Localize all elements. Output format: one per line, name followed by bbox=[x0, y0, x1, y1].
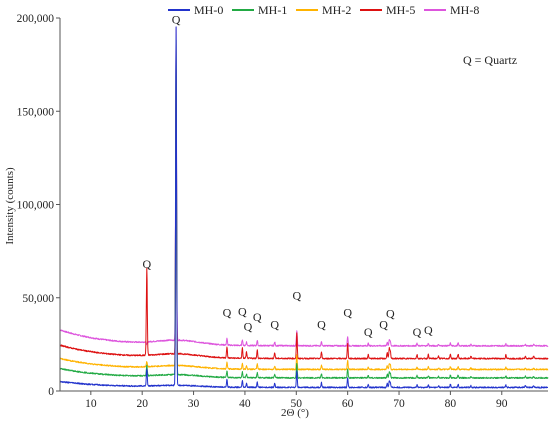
legend-label: MH-5 bbox=[386, 3, 415, 17]
peak-label-q: Q bbox=[424, 323, 433, 337]
series-line-mh-8 bbox=[59, 26, 549, 347]
legend-label: MH-0 bbox=[194, 3, 223, 17]
x-tick-label: 20 bbox=[136, 398, 148, 410]
peak-label-q: Q bbox=[238, 304, 247, 318]
y-tick-label: 200,000 bbox=[17, 13, 55, 25]
peak-label-q: Q bbox=[379, 318, 388, 332]
y-tick-label: 100,000 bbox=[17, 200, 55, 212]
x-tick-label: 30 bbox=[188, 398, 200, 410]
y-tick-label: 150,000 bbox=[17, 106, 55, 118]
series-line-mh-2 bbox=[59, 148, 549, 371]
peak-label-q: Q bbox=[270, 318, 279, 332]
legend-item-mh-8: MH-8 bbox=[424, 3, 479, 17]
x-tick-label: 70 bbox=[393, 398, 405, 410]
legend: MH-0 MH-1 MH-2 MH-5 MH-8 bbox=[168, 3, 479, 17]
legend-item-mh-5: MH-5 bbox=[360, 3, 415, 17]
y-axis-title: Intensity (counts) bbox=[4, 167, 16, 245]
x-tick-label: 50 bbox=[291, 398, 303, 410]
peak-label-q: Q bbox=[253, 310, 262, 324]
y-tick-label: 0 bbox=[48, 386, 54, 398]
peak-label-q: Q bbox=[172, 13, 181, 27]
x-tick-label: 10 bbox=[85, 398, 97, 410]
peak-label-q: Q bbox=[413, 325, 422, 339]
peak-label-q: Q bbox=[292, 289, 301, 303]
peak-label-q: Q bbox=[343, 305, 352, 319]
peak-label-q: Q bbox=[317, 318, 326, 332]
peak-label-q: Q bbox=[142, 257, 151, 271]
legend-item-mh-1: MH-1 bbox=[232, 3, 287, 17]
axes: 0 50,000 100,000 150,000 200,000 10 20 30 40 50 60… bbox=[17, 13, 548, 410]
series-group bbox=[59, 26, 549, 389]
series-line-mh-5 bbox=[59, 69, 549, 360]
legend-item-mh-2: MH-2 bbox=[296, 3, 351, 17]
y-tick-label: 50,000 bbox=[22, 293, 54, 305]
legend-item-mh-0: MH-0 bbox=[168, 3, 223, 17]
peak-label-q: Q bbox=[386, 306, 395, 320]
legend-label: MH-1 bbox=[258, 3, 287, 17]
peak-label-q: Q bbox=[364, 325, 373, 339]
series-line-mh-1 bbox=[59, 39, 549, 379]
legend-label: MH-2 bbox=[322, 3, 351, 17]
x-axis-title: 2Θ (°) bbox=[281, 407, 309, 419]
series-line-mh-0 bbox=[59, 26, 549, 389]
annotation-quartz: Q = Quartz bbox=[463, 53, 517, 67]
x-tick-label: 90 bbox=[496, 398, 508, 410]
x-tick-label: 80 bbox=[445, 398, 457, 410]
x-tick-label: 60 bbox=[342, 398, 354, 410]
peak-label-q: Q bbox=[244, 319, 253, 333]
legend-label: MH-8 bbox=[450, 3, 479, 17]
peak-label-q: Q bbox=[223, 305, 232, 319]
x-tick-label: 40 bbox=[239, 398, 251, 410]
